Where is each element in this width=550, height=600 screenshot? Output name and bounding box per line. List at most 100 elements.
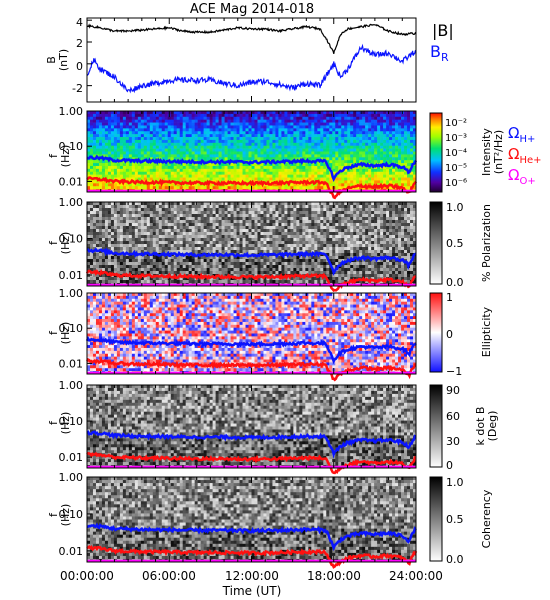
spectrogram-cell (359, 113, 363, 118)
spectrogram-cell (128, 139, 133, 144)
spectrogram-cell (371, 154, 375, 158)
spectrogram-cell (203, 145, 207, 149)
spectrogram-cell (257, 154, 261, 158)
spectrogram-cell (98, 250, 103, 254)
spectrogram-cell (140, 128, 145, 132)
spectrogram-cell (368, 183, 372, 187)
spectrogram-cell (116, 247, 121, 251)
spectrogram-cell (398, 154, 402, 158)
spectrogram-cell (134, 116, 139, 120)
spectrogram-cell (407, 128, 411, 132)
spectrogram-cell (245, 220, 249, 224)
spectrogram-cell (368, 142, 372, 147)
spectrogram-cell (254, 125, 258, 129)
spectrogram-cell (359, 119, 363, 123)
spectrogram-cell (152, 145, 157, 149)
spectrogram-cell (116, 214, 121, 218)
spectrogram-cell (410, 177, 414, 181)
spectrogram-cell (236, 119, 240, 123)
spectrogram-cell (398, 148, 402, 152)
spectrogram-cell (206, 211, 210, 215)
spectrogram-cell (248, 262, 252, 266)
spectrogram-cell (143, 171, 148, 175)
spectrogram-cell (242, 137, 246, 141)
spectrogram-cell (248, 125, 252, 129)
spectrogram-cell (107, 113, 112, 118)
spectrogram-cell (158, 268, 163, 272)
spectrogram-cell (362, 116, 366, 120)
spectrogram-cell (287, 116, 291, 120)
spectrogram-cell (335, 148, 339, 152)
spectrogram-cell (230, 202, 234, 206)
spectrogram-cell (413, 157, 417, 161)
spectrogram-cell (143, 271, 148, 275)
spectrogram-cell (143, 250, 148, 254)
spectrogram-cell (110, 186, 115, 190)
spectrogram-cell (125, 165, 130, 170)
spectrogram-cell (389, 157, 393, 161)
spectrogram-cell (107, 229, 112, 233)
spectrogram-cell (104, 244, 109, 248)
spectrogram-cell (338, 134, 342, 138)
spectrogram-cell (212, 256, 216, 260)
spectrogram-cell (122, 241, 127, 245)
spectrogram-cell (173, 247, 178, 251)
spectrogram-cell (149, 139, 154, 144)
spectrogram-cell (299, 116, 303, 120)
spectrogram-cell (284, 122, 288, 126)
spectrogram-cell (248, 128, 252, 132)
spectrogram-cell (242, 139, 246, 144)
spectrogram-cell (227, 268, 231, 272)
spectrogram-cell (245, 128, 249, 132)
spectrogram-cell (278, 151, 282, 155)
spectrogram-cell (92, 235, 97, 239)
spectrogram-cell (107, 280, 112, 284)
spectrogram-cell (371, 128, 375, 132)
spectrogram-cell (110, 226, 115, 230)
spectrogram-cell (107, 148, 112, 152)
spectrogram-cell (89, 119, 94, 123)
spectrogram-cell (278, 202, 282, 206)
spectrogram-cell (200, 202, 204, 206)
spectrogram-cell (155, 214, 160, 218)
spectrogram-cell (263, 186, 267, 190)
spectrogram-cell (287, 125, 291, 129)
spectrogram-cell (227, 232, 231, 236)
spectrogram-cell (338, 119, 342, 123)
spectrogram-cell (167, 232, 172, 236)
spectrogram-cell (236, 157, 240, 161)
spectrogram-cell (161, 122, 166, 126)
spectrogram-cell (224, 232, 228, 236)
spectrogram-cell (410, 142, 414, 147)
spectrogram-cell (305, 131, 309, 135)
spectrogram-cell (245, 205, 249, 209)
spectrogram-cell (257, 168, 261, 173)
spectrogram-cell (188, 223, 192, 227)
spectrogram-cell (242, 134, 246, 138)
spectrogram-cell (257, 145, 261, 149)
spectrogram-cell (236, 229, 240, 233)
spectrogram-cell (188, 241, 192, 245)
spectrogram-cell (197, 259, 201, 263)
spectrogram-cell (89, 247, 94, 251)
spectrogram-cell (392, 139, 396, 144)
spectrogram-cell (98, 277, 103, 281)
spectrogram-cell (146, 139, 151, 144)
spectrogram-cell (203, 250, 207, 254)
spectrogram-cell (221, 259, 225, 263)
spectrogram-cell (347, 151, 351, 155)
spectrogram-cell (254, 265, 258, 269)
spectrogram-cell (197, 122, 201, 126)
spectrogram-cell (89, 238, 94, 242)
spectrogram-cell (191, 280, 195, 284)
spectrogram-cell (317, 148, 321, 152)
spectrogram-cell (128, 165, 133, 170)
spectrogram-cell (89, 171, 94, 175)
spectrogram-cell (263, 241, 267, 245)
spectrogram-cell (89, 122, 94, 126)
spectrogram-cell (224, 205, 228, 209)
spectrogram-cell (275, 250, 279, 254)
spectrogram-cell (170, 250, 175, 254)
spectrogram-cell (314, 131, 318, 135)
spectrogram-cell (233, 168, 237, 173)
